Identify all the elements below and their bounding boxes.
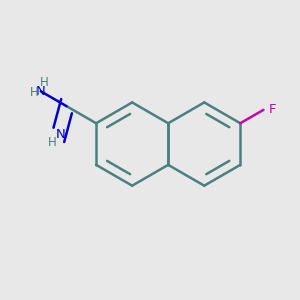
Text: F: F	[269, 103, 276, 116]
Text: H: H	[40, 76, 49, 89]
Text: N: N	[56, 128, 65, 141]
Text: N: N	[36, 85, 46, 98]
Text: H: H	[48, 136, 57, 149]
Text: H: H	[30, 86, 39, 99]
